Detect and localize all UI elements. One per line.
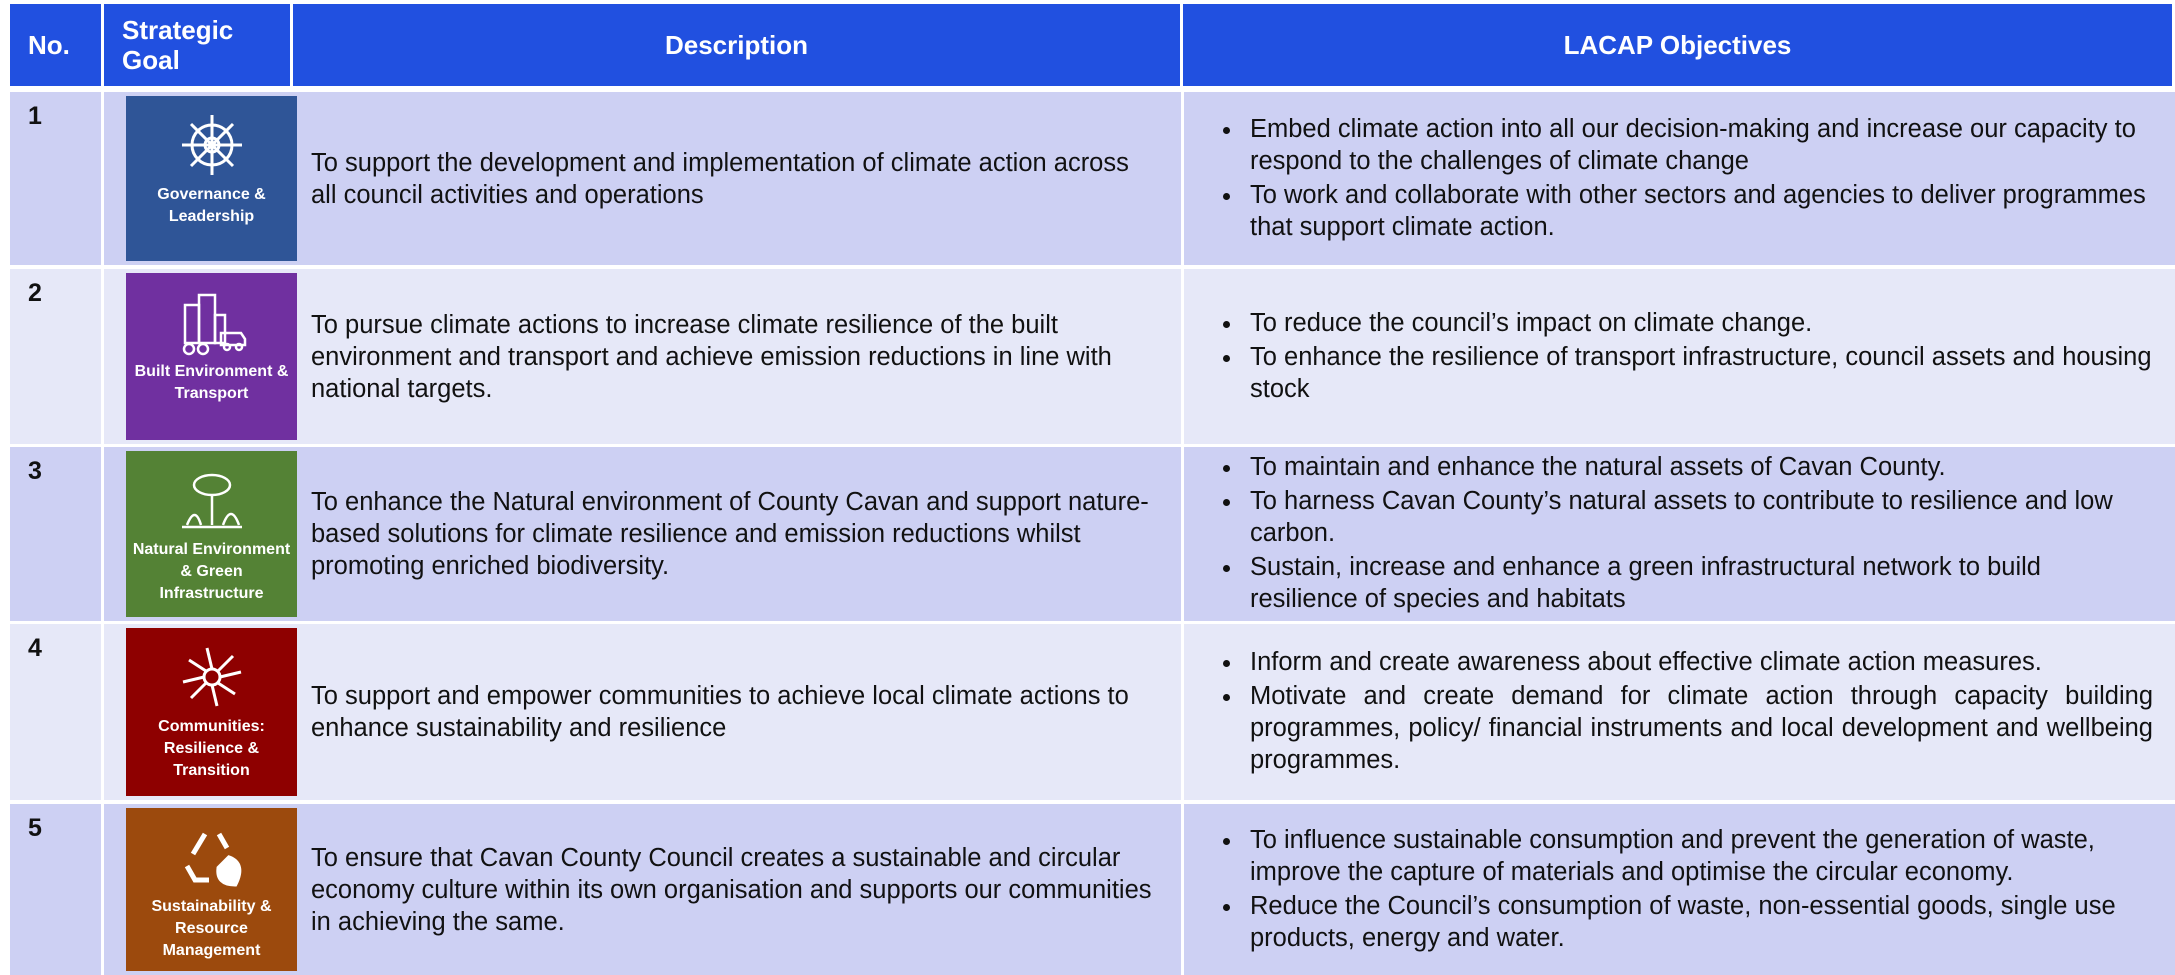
- goal-icon: [181, 115, 242, 175]
- description: To support the development and implement…: [311, 148, 1129, 209]
- objective-list: To maintain and enhance the natural asse…: [1202, 451, 2153, 617]
- column-divider: [1181, 447, 1184, 621]
- header-text: Strategic Goal: [122, 15, 234, 75]
- row-background: [10, 92, 2175, 265]
- description: To enhance the Natural environment of Co…: [311, 488, 1149, 580]
- objectives: To maintain and enhance the natural asse…: [1184, 447, 2175, 621]
- objective-item: To enhance the resilience of transport i…: [1244, 341, 2153, 405]
- row-background: [10, 269, 2175, 444]
- goal-icon: [184, 832, 241, 887]
- objective-list: Embed climate action into all our decisi…: [1202, 113, 2153, 245]
- objective-item: To influence sustainable consumption and…: [1244, 824, 2153, 888]
- objective-item: To reduce the council’s impact on climat…: [1244, 307, 2153, 339]
- header-cell: Description: [293, 4, 1180, 86]
- row-background: [10, 447, 2175, 621]
- goal-tile: Natural Environment & Green Infrastructu…: [126, 451, 297, 617]
- column-divider: [101, 624, 104, 800]
- row-number: 2: [28, 279, 42, 307]
- objective-list: To reduce the council’s impact on climat…: [1202, 307, 2153, 407]
- header-cell: LACAP Objectives: [1183, 4, 2172, 86]
- goal-label: Natural Environment & Green Infrastructu…: [132, 541, 291, 602]
- goal-tile: Sustainability & Resource Management: [126, 808, 297, 971]
- column-divider: [101, 447, 104, 621]
- column-divider: [1181, 624, 1184, 800]
- header-text: LACAP Objectives: [1563, 29, 1792, 60]
- row-background: [10, 804, 2175, 975]
- header-text: No.: [28, 29, 70, 60]
- objective-item: Motivate and create demand for climate a…: [1244, 680, 2153, 776]
- objective-list: Inform and create awareness about effect…: [1202, 646, 2153, 778]
- goal-label: Governance & Leadership: [157, 186, 266, 225]
- objective-item: Embed climate action into all our decisi…: [1244, 113, 2153, 177]
- objective-item: Sustain, increase and enhance a green in…: [1244, 551, 2153, 615]
- objective-item: To work and collaborate with other secto…: [1244, 179, 2153, 243]
- column-divider: [1181, 804, 1184, 975]
- goal-tile: Communities: Resilience & Transition: [126, 628, 297, 796]
- goal-tile: Governance & Leadership: [126, 96, 297, 261]
- row-number: 4: [28, 634, 42, 662]
- description: To ensure that Cavan County Council crea…: [311, 843, 1152, 936]
- goal-icon: [182, 293, 246, 356]
- column-divider: [101, 269, 104, 444]
- goal-label: Communities: Resilience & Transition: [158, 718, 265, 779]
- description: To pursue climate actions to increase cl…: [311, 310, 1112, 403]
- goal-label: Built Environment & Transport: [134, 363, 289, 402]
- description: To support and empower communities to ac…: [311, 682, 1129, 742]
- row-number: 3: [28, 457, 42, 485]
- objective-list: To influence sustainable consumption and…: [1202, 824, 2153, 956]
- goal-tile: Built Environment & Transport: [126, 273, 297, 440]
- objective-item: To maintain and enhance the natural asse…: [1244, 451, 2153, 483]
- objective-item: To harness Cavan County’s natural assets…: [1244, 485, 2153, 549]
- objective-item: Inform and create awareness about effect…: [1244, 646, 2153, 678]
- objective-item: Reduce the Council’s consumption of wast…: [1244, 890, 2153, 954]
- objectives: Inform and create awareness about effect…: [1184, 624, 2175, 800]
- objectives: To influence sustainable consumption and…: [1184, 804, 2175, 975]
- objectives: Embed climate action into all our decisi…: [1184, 92, 2175, 265]
- row-number: 1: [28, 102, 42, 130]
- row-background: [10, 624, 2175, 800]
- column-divider: [1181, 92, 1184, 265]
- objectives: To reduce the council’s impact on climat…: [1184, 269, 2175, 444]
- row-number: 5: [28, 814, 42, 842]
- goal-icon: [182, 647, 241, 707]
- column-divider: [101, 92, 104, 265]
- column-divider: [1181, 269, 1184, 444]
- goal-icon: [181, 473, 242, 529]
- header-cell: No.: [10, 4, 101, 86]
- header-text: Description: [664, 29, 809, 60]
- goal-label: Sustainability & Resource Management: [151, 898, 272, 959]
- column-divider: [101, 804, 104, 975]
- header-cell: Strategic Goal: [104, 4, 290, 86]
